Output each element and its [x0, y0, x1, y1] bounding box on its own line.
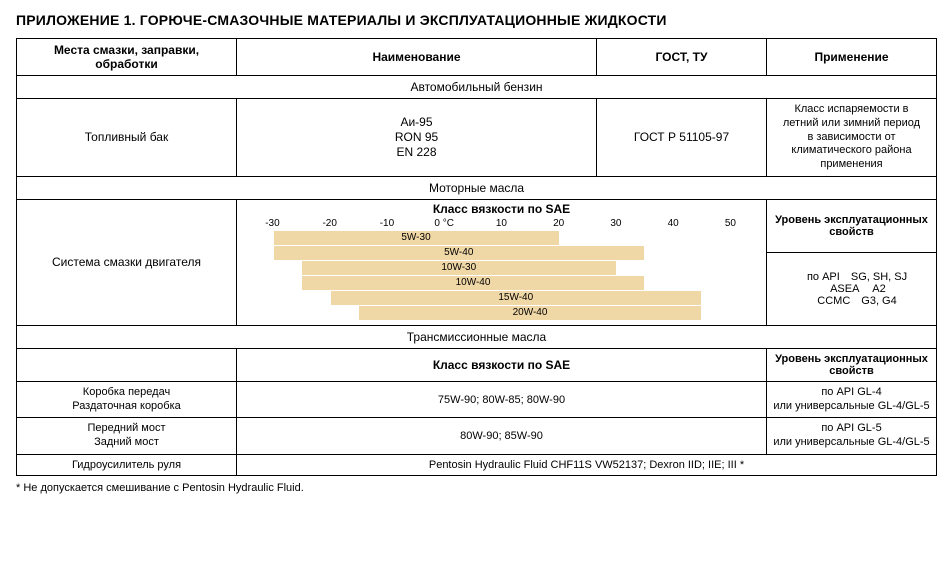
trans-row-1: Передний мостЗадний мост 80W-90; 85W-90 …	[17, 418, 937, 455]
trans-last-place: Гидроусилитель руля	[17, 454, 237, 475]
fuel-gost: ГОСТ Р 51105-97	[597, 99, 767, 177]
col-gost: ГОСТ, ТУ	[597, 39, 767, 76]
section-trans-label: Трансмиссионные масла	[17, 325, 937, 348]
chart-bars: 5W-305W-4010W-3010W-4015W-4020W-40	[245, 231, 758, 320]
trans-row-0: Коробка передачРаздаточная коробка 75W-9…	[17, 381, 937, 418]
motor-props: по APISG, SH, SJASEAA2CCMCG3, G4	[767, 253, 937, 326]
fuel-app: Класс испаряемости влетний или зимний пе…	[767, 99, 937, 177]
section-fuel-label: Автомобильный бензин	[17, 76, 937, 99]
trans-sae-head: Класс вязкости по SAE	[237, 348, 767, 381]
motor-props-head: Уровень эксплуатационных свойств	[767, 199, 937, 252]
viscosity-bar: 5W-30	[245, 231, 758, 245]
motor-head-row: Система смазки двигателя Класс вязкости …	[17, 199, 937, 252]
trans-app-1: по API GL-5или универсальные GL-4/GL-5	[767, 418, 937, 455]
viscosity-bar: 10W-30	[245, 261, 758, 275]
section-trans: Трансмиссионные масла	[17, 325, 937, 348]
viscosity-bar: 10W-40	[245, 276, 758, 290]
viscosity-chart: Класс вязкости по SAE -30-20-100 °C10203…	[237, 200, 766, 325]
trans-place-0: Коробка передачРаздаточная коробка	[17, 381, 237, 418]
section-motor: Моторные масла	[17, 176, 937, 199]
fuel-place: Топливный бак	[17, 99, 237, 177]
footnote: * Не допускается смешивание с Pentosin H…	[16, 482, 932, 494]
trans-name-0: 75W-90; 80W-85; 80W-90	[237, 381, 767, 418]
trans-props-head: Уровень эксплуатационных свойств	[767, 348, 937, 381]
header-row: Места смазки, заправки, обработки Наимен…	[17, 39, 937, 76]
trans-place-1: Передний мостЗадний мост	[17, 418, 237, 455]
col-app: Применение	[767, 39, 937, 76]
page-title: ПРИЛОЖЕНИЕ 1. ГОРЮЧЕ-СМАЗОЧНЫЕ МАТЕРИАЛЫ…	[16, 12, 932, 28]
col-name: Наименование	[237, 39, 597, 76]
trans-last-name: Pentosin Hydraulic Fluid CHF11S VW52137;…	[237, 454, 937, 475]
section-motor-label: Моторные масла	[17, 176, 937, 199]
col-place: Места смазки, заправки, обработки	[17, 39, 237, 76]
fuel-row: Топливный бак Аи-95RON 95EN 228 ГОСТ Р 5…	[17, 99, 937, 177]
section-fuel: Автомобильный бензин	[17, 76, 937, 99]
chart-title: Класс вязкости по SAE	[245, 202, 758, 216]
viscosity-bar: 20W-40	[245, 306, 758, 320]
viscosity-bar: 5W-40	[245, 246, 758, 260]
spec-table: Места смазки, заправки, обработки Наимен…	[16, 38, 937, 476]
trans-head-row: Класс вязкости по SAE Уровень эксплуатац…	[17, 348, 937, 381]
viscosity-bar: 15W-40	[245, 291, 758, 305]
fuel-name: Аи-95RON 95EN 228	[237, 99, 597, 177]
chart-axis: -30-20-100 °C1020304050	[245, 218, 758, 229]
trans-name-1: 80W-90; 85W-90	[237, 418, 767, 455]
trans-row-last: Гидроусилитель руля Pentosin Hydraulic F…	[17, 454, 937, 475]
motor-place: Система смазки двигателя	[17, 199, 237, 325]
trans-app-0: по API GL-4или универсальные GL-4/GL-5	[767, 381, 937, 418]
